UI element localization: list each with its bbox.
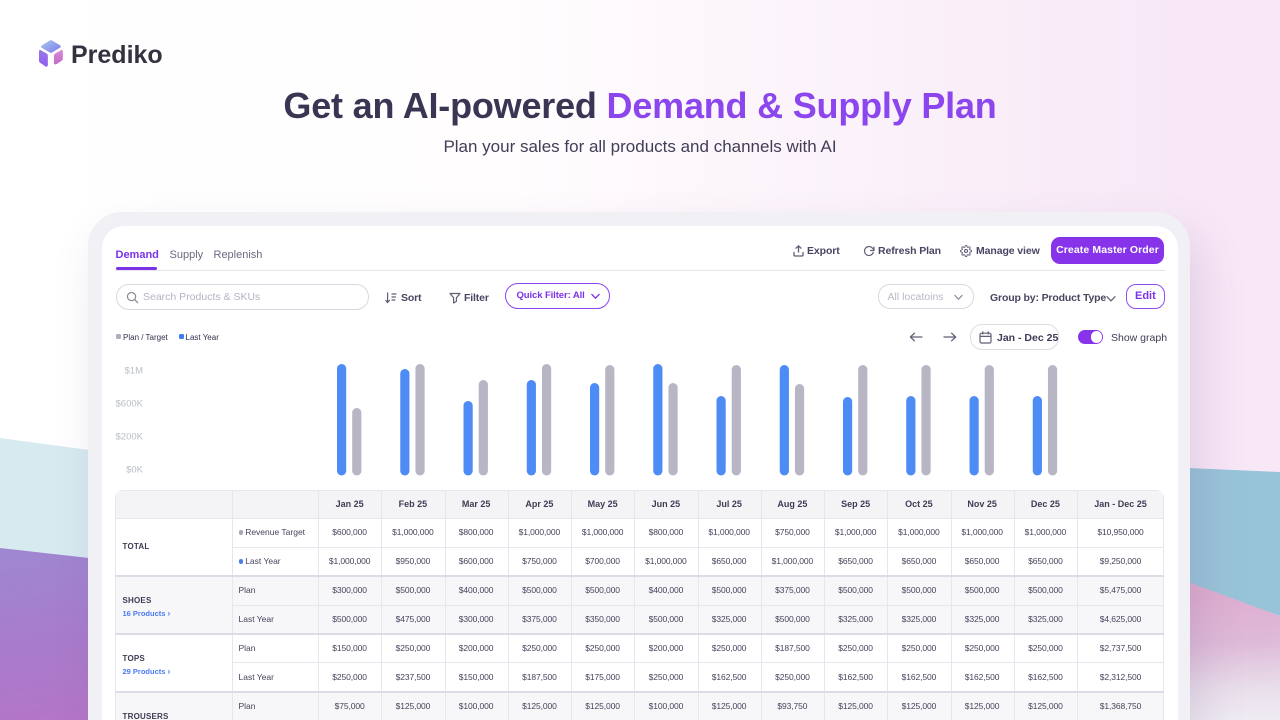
- svg-text:$600K: $600K: [116, 399, 144, 410]
- svg-text:$200K: $200K: [116, 432, 144, 443]
- svg-text:$0K: $0K: [126, 465, 144, 476]
- svg-text:$1M: $1M: [125, 366, 144, 377]
